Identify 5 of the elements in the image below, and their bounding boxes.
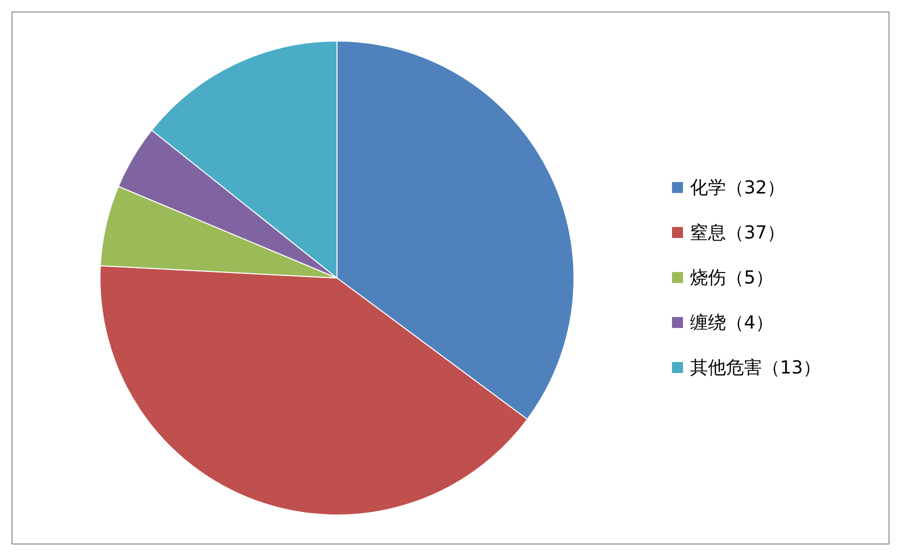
- legend-label: 化学（32）: [690, 178, 785, 198]
- legend-label: 窒息（37）: [690, 222, 785, 244]
- legend-label: 其他危害（13）: [690, 358, 821, 378]
- legend-label: 缠绕（4）: [690, 312, 774, 334]
- legend-label: 烧伤（5）: [690, 268, 774, 288]
